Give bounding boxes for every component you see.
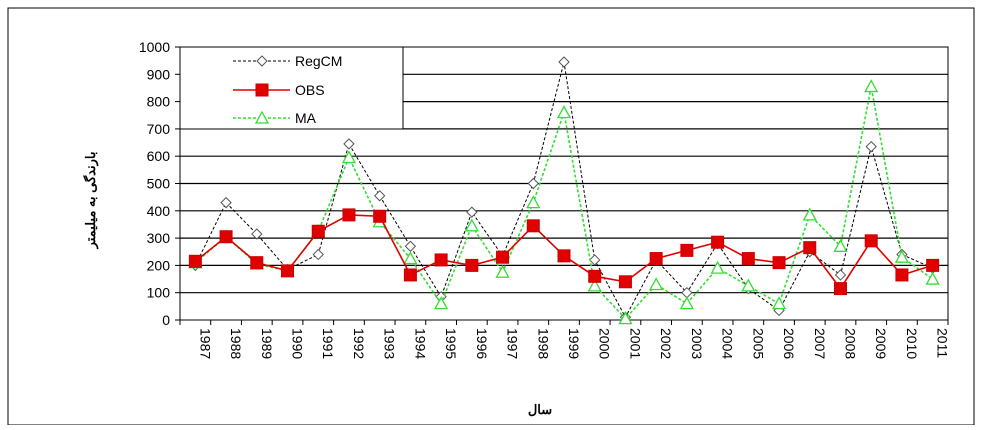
x-tick-label: 2006 [781, 328, 797, 359]
data-point-obs [619, 276, 631, 288]
data-point-obs [527, 220, 539, 232]
data-point-obs [773, 257, 785, 269]
data-point-obs [650, 253, 662, 265]
y-tick-label: 200 [147, 257, 171, 273]
y-tick-label: 600 [147, 148, 171, 164]
data-point-obs [927, 259, 939, 271]
y-tick-label: 500 [147, 176, 171, 192]
data-point-obs [466, 259, 478, 271]
y-tick-label: 300 [147, 230, 171, 246]
y-tick-label: 900 [147, 66, 171, 82]
data-point-obs [589, 270, 601, 282]
x-tick-label: 2007 [812, 328, 828, 359]
data-point-obs [742, 253, 754, 265]
x-tick-label: 1987 [197, 328, 213, 359]
data-point-obs [189, 255, 201, 267]
x-tick-label: 1998 [535, 328, 551, 359]
x-tick-label: 2009 [873, 328, 889, 359]
data-point-obs [404, 269, 416, 281]
legend: RegCM OBS MA [180, 47, 403, 129]
y-tick-label: 1000 [139, 39, 170, 55]
x-tick-label: 2008 [842, 328, 858, 359]
data-point-obs [312, 225, 324, 237]
y-axis-label: بارندگی به میلیمتر [82, 152, 99, 250]
x-tick-label: 1997 [505, 328, 521, 359]
data-point-obs [343, 209, 355, 221]
x-tick-label: 1989 [259, 328, 275, 359]
data-point-obs [220, 231, 232, 243]
data-point-obs [282, 265, 294, 277]
x-tick-label: 1999 [566, 328, 582, 359]
data-point-legend-obs [256, 84, 268, 96]
legend-box [180, 47, 403, 129]
data-point-obs [804, 242, 816, 254]
x-tick-label: 2000 [597, 328, 613, 359]
x-tick-label: 1992 [351, 328, 367, 359]
data-point-obs [834, 283, 846, 295]
data-point-obs [497, 251, 509, 263]
x-tick-label: 2002 [658, 328, 674, 359]
data-point-obs [251, 257, 263, 269]
x-tick-label: 2011 [935, 328, 951, 358]
x-axis-label: سال [528, 402, 552, 417]
data-point-obs [681, 244, 693, 256]
x-tick-label: 2003 [689, 328, 705, 359]
x-tick-label: 1988 [228, 328, 244, 359]
legend-label-obs: OBS [295, 82, 325, 98]
y-tick-label: 400 [147, 203, 171, 219]
x-tick-label: 1994 [412, 328, 428, 359]
y-tick-label: 800 [147, 94, 171, 110]
x-tick-label: 1991 [320, 328, 336, 359]
data-point-obs [896, 269, 908, 281]
legend-label-ma: MA [295, 110, 317, 126]
x-tick-label: 1995 [443, 328, 459, 359]
data-point-obs [712, 236, 724, 248]
x-tick-label: 2010 [904, 328, 920, 359]
data-point-obs [558, 250, 570, 262]
x-tick-label: 2004 [720, 328, 736, 359]
x-tick-label: 1996 [474, 328, 490, 359]
data-point-obs [374, 210, 386, 222]
x-tick-label: 1990 [290, 328, 306, 359]
y-tick-label: 700 [147, 121, 171, 137]
y-tick-label: 0 [162, 312, 170, 328]
data-point-obs [435, 254, 447, 266]
data-point-obs [865, 235, 877, 247]
y-tick-label: 100 [147, 285, 171, 301]
x-tick-label: 2001 [627, 328, 643, 359]
x-tick-label: 1993 [382, 328, 398, 359]
x-tick-label: 2005 [750, 328, 766, 359]
legend-label-regcm: RegCM [295, 53, 342, 69]
